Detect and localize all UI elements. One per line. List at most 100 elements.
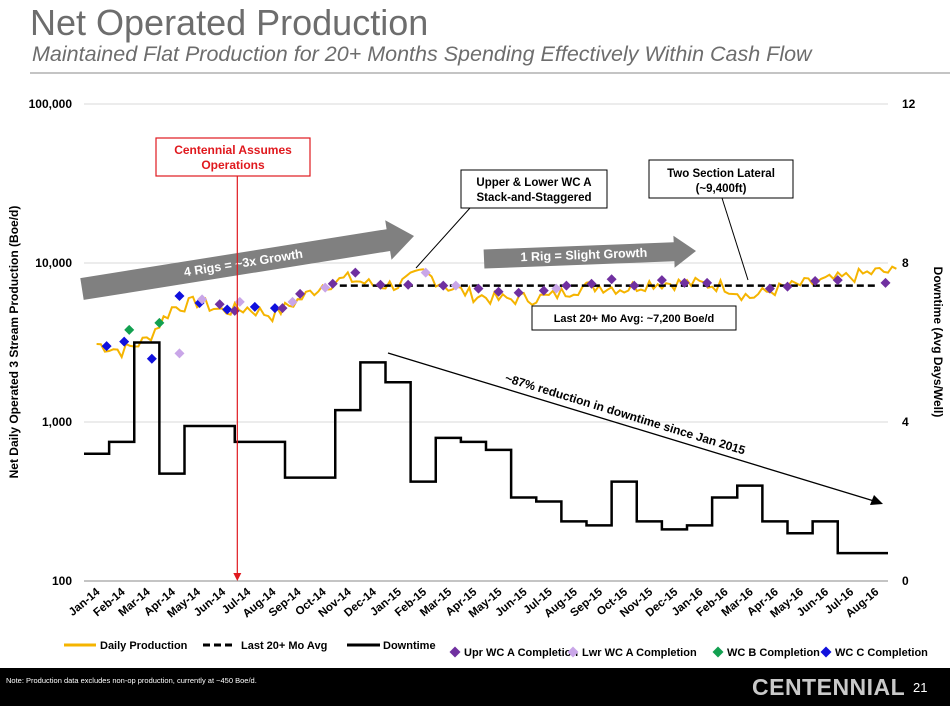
upr-wc-a-marker: [832, 275, 843, 286]
upr-wc-a-marker: [538, 285, 549, 296]
daily-production-series: [96, 265, 897, 360]
centennial-label-line2: Operations: [201, 158, 265, 172]
legend-wc-b-label: WC B Completion: [727, 647, 820, 659]
upr-wc-a-marker: [214, 299, 225, 310]
reduction-arrow-line: [387, 352, 875, 502]
upr-wc-a-marker: [473, 283, 484, 294]
reduction-label: ~87% reduction in downtime since Jan 201…: [503, 371, 747, 458]
avg-label: Last 20+ Mo Avg: ~7,200 Boe/d: [554, 313, 715, 325]
left-tick-label: 1,000: [42, 415, 72, 429]
lwr-wc-a-marker: [174, 348, 185, 359]
centennial-label-line1: Centennial Assumes: [174, 143, 292, 157]
upr-wc-a-marker: [327, 278, 338, 289]
upr-wc-a-marker: [810, 276, 821, 287]
lwr-wc-a-marker: [320, 282, 331, 293]
title-divider: [30, 72, 950, 74]
left-tick-label: 10,000: [35, 256, 72, 270]
stack-box: [460, 169, 608, 209]
upr-wc-a-marker: [702, 277, 713, 288]
left-tick-label: 100,000: [29, 97, 73, 111]
production-chart: 100 1,000 10,000 100,000 0 4 8 12 Jan-14Feb-14…: [7, 97, 945, 659]
legend-avg-label: Last 20+ Mo Avg: [241, 640, 327, 652]
centennial-box: [155, 137, 311, 177]
left-axis-ticks: 100 1,000 10,000 100,000: [29, 97, 73, 588]
x-axis-ticks: Jan-14Feb-14Mar-14Apr-14May-14Jun-14Jul-…: [67, 586, 882, 621]
lateral-label-line1: Two Section Lateral: [667, 168, 775, 180]
upr-wc-a-marker: [656, 275, 667, 286]
right-tick-label: 8: [902, 256, 909, 270]
upr-wc-a-marker: [679, 277, 690, 288]
upr-wc-a-marker: [606, 274, 617, 285]
upr-wc-a-marker: [277, 303, 288, 314]
slide-subtitle: Maintained Flat Production for 20+ Month…: [32, 42, 812, 66]
legend-wc-b-swatch: [712, 646, 724, 658]
centennial-arrowhead: [233, 573, 242, 581]
upr-wc-a-marker: [513, 287, 524, 298]
lateral-box: [648, 159, 794, 199]
rigs4-label: 4 Rigs = ~3x Growth: [183, 247, 304, 280]
right-tick-label: 12: [902, 97, 916, 111]
lateral-pointer: [721, 197, 749, 281]
wc-c-marker: [269, 303, 280, 314]
legend-upr-wc-a-swatch: [449, 646, 461, 658]
wc-b-marker: [124, 324, 135, 335]
upr-wc-a-marker: [295, 288, 306, 299]
legend-upr-wc-a-label: Upr WC A Completion: [464, 647, 578, 659]
upr-wc-a-marker: [629, 280, 640, 291]
upr-wc-a-marker: [493, 286, 504, 297]
lwr-wc-a-marker: [450, 280, 461, 291]
wc-c-marker: [119, 336, 130, 347]
right-tick-label: 0: [902, 574, 909, 588]
wc-c-marker: [174, 291, 185, 302]
lwr-wc-a-marker: [197, 294, 208, 305]
right-axis-ticks: 0 4 8 12: [902, 97, 916, 588]
slide-title: Net Operated Production: [30, 2, 429, 43]
page-number: 21: [913, 680, 928, 695]
stack-label-line2: Stack-and-Staggered: [476, 192, 591, 204]
chart-legend: Daily Production Last 20+ Mo Avg Downtime U…: [64, 640, 928, 659]
daily-production-line: [96, 265, 897, 360]
upr-wc-a-marker: [350, 267, 361, 278]
rig1-label: 1 Rig = Slight Growth: [520, 246, 647, 264]
growth-arrows: 4 Rigs = ~3x Growth 1 Rig = Slight Growth: [80, 220, 696, 300]
legend-daily-label: Daily Production: [100, 640, 188, 652]
legend-lwr-wc-a-label: Lwr WC A Completion: [582, 647, 697, 659]
footnote: Note: Production data excludes non-op pr…: [6, 676, 257, 685]
right-tick-label: 4: [902, 415, 909, 429]
footer-bar: Note: Production data excludes non-op pr…: [0, 668, 950, 706]
wc-b-marker: [154, 317, 165, 328]
upr-wc-a-marker: [880, 277, 891, 288]
legend-wc-c-label: WC C Completion: [835, 647, 928, 659]
upr-wc-a-marker: [586, 278, 597, 289]
completion-markers: [101, 267, 891, 364]
legend-wc-c-swatch: [820, 646, 832, 658]
upr-wc-a-marker: [375, 279, 386, 290]
upr-wc-a-marker: [764, 283, 775, 294]
wc-c-marker: [249, 301, 260, 312]
brand-logo: CENTENNIAL: [752, 674, 906, 700]
right-axis-label: Downtime (Avg Days/Well): [931, 267, 945, 418]
legend-lwr-wc-a-swatch: [567, 646, 579, 658]
upr-wc-a-marker: [403, 279, 414, 290]
stack-pointer: [415, 207, 471, 269]
lwr-wc-a-marker: [287, 296, 298, 307]
growth-arrow-4-rigs: [80, 220, 415, 300]
downtime-series: [84, 341, 888, 555]
legend-downtime-label: Downtime: [383, 640, 436, 652]
avg-box: [531, 305, 737, 331]
reduction-arrowhead: [870, 495, 883, 505]
stack-label-line1: Upper & Lower WC A: [476, 177, 591, 189]
left-tick-label: 100: [52, 574, 72, 588]
left-axis-label: Net Daily Operated 3 Stream Production (…: [7, 206, 21, 479]
lwr-wc-a-marker: [551, 283, 562, 294]
downtime-line: [84, 341, 888, 555]
wc-c-marker: [146, 353, 157, 364]
lwr-wc-a-marker: [420, 267, 431, 278]
upr-wc-a-marker: [438, 280, 449, 291]
wc-c-marker: [222, 304, 233, 315]
upr-wc-a-marker: [782, 281, 793, 292]
upr-wc-a-marker: [561, 280, 572, 291]
wc-c-marker: [101, 341, 112, 352]
growth-arrow-1-rig: [483, 235, 696, 269]
